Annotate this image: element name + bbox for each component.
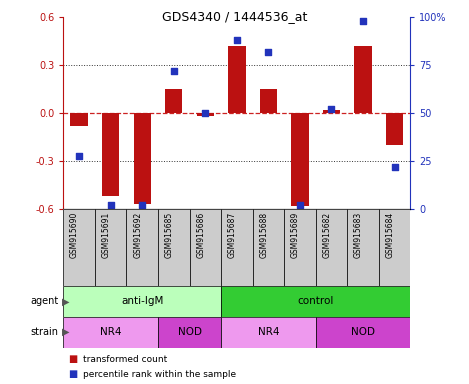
Bar [63,317,158,348]
Point [359,18,367,24]
Text: ■: ■ [68,369,77,379]
Text: GSM915683: GSM915683 [354,212,363,258]
Bar [63,209,95,286]
Point [76,152,83,159]
Text: transformed count: transformed count [83,354,167,364]
Bar [253,209,284,286]
Bar [95,209,127,286]
Point [233,37,241,43]
Text: GSM915688: GSM915688 [259,212,268,258]
Text: ▶: ▶ [62,327,70,337]
Bar [291,113,309,206]
Text: ▶: ▶ [62,296,70,306]
Text: strain: strain [30,327,59,337]
Point [107,202,114,209]
Text: GSM915685: GSM915685 [165,212,174,258]
Point [296,202,304,209]
Bar [260,89,277,113]
Point [202,110,209,116]
Text: NR4: NR4 [100,327,121,337]
Bar [323,110,340,113]
Bar [284,209,316,286]
Text: GSM915690: GSM915690 [70,212,79,258]
Bar [102,113,119,197]
Text: NOD: NOD [351,327,375,337]
Bar [189,209,221,286]
Text: GSM915692: GSM915692 [133,212,142,258]
Point [265,49,272,55]
Text: GSM915691: GSM915691 [102,212,111,258]
Bar [386,113,403,145]
Text: agent: agent [30,296,59,306]
Text: GSM915687: GSM915687 [228,212,237,258]
Bar [197,113,214,116]
Point [138,202,146,209]
Text: NR4: NR4 [257,327,279,337]
Bar [379,209,410,286]
Text: GSM915682: GSM915682 [323,212,332,258]
Text: GSM915689: GSM915689 [291,212,300,258]
Bar [221,317,316,348]
Bar [221,209,253,286]
Bar [63,286,221,317]
Point [170,68,177,74]
Text: GDS4340 / 1444536_at: GDS4340 / 1444536_at [162,10,307,23]
Text: GSM915686: GSM915686 [197,212,205,258]
Text: ■: ■ [68,354,77,364]
Bar [316,317,410,348]
Text: GSM915684: GSM915684 [386,212,394,258]
Text: control: control [297,296,334,306]
Bar [347,209,379,286]
Point [391,164,398,170]
Text: percentile rank within the sample: percentile rank within the sample [83,370,236,379]
Bar [316,209,347,286]
Bar [165,89,182,113]
Bar [134,113,151,205]
Bar [127,209,158,286]
Bar [158,317,221,348]
Bar [221,286,410,317]
Point [328,106,335,113]
Bar [70,113,88,126]
Bar [228,46,246,113]
Bar [355,46,372,113]
Text: anti-IgM: anti-IgM [121,296,163,306]
Bar [158,209,189,286]
Text: NOD: NOD [178,327,202,337]
